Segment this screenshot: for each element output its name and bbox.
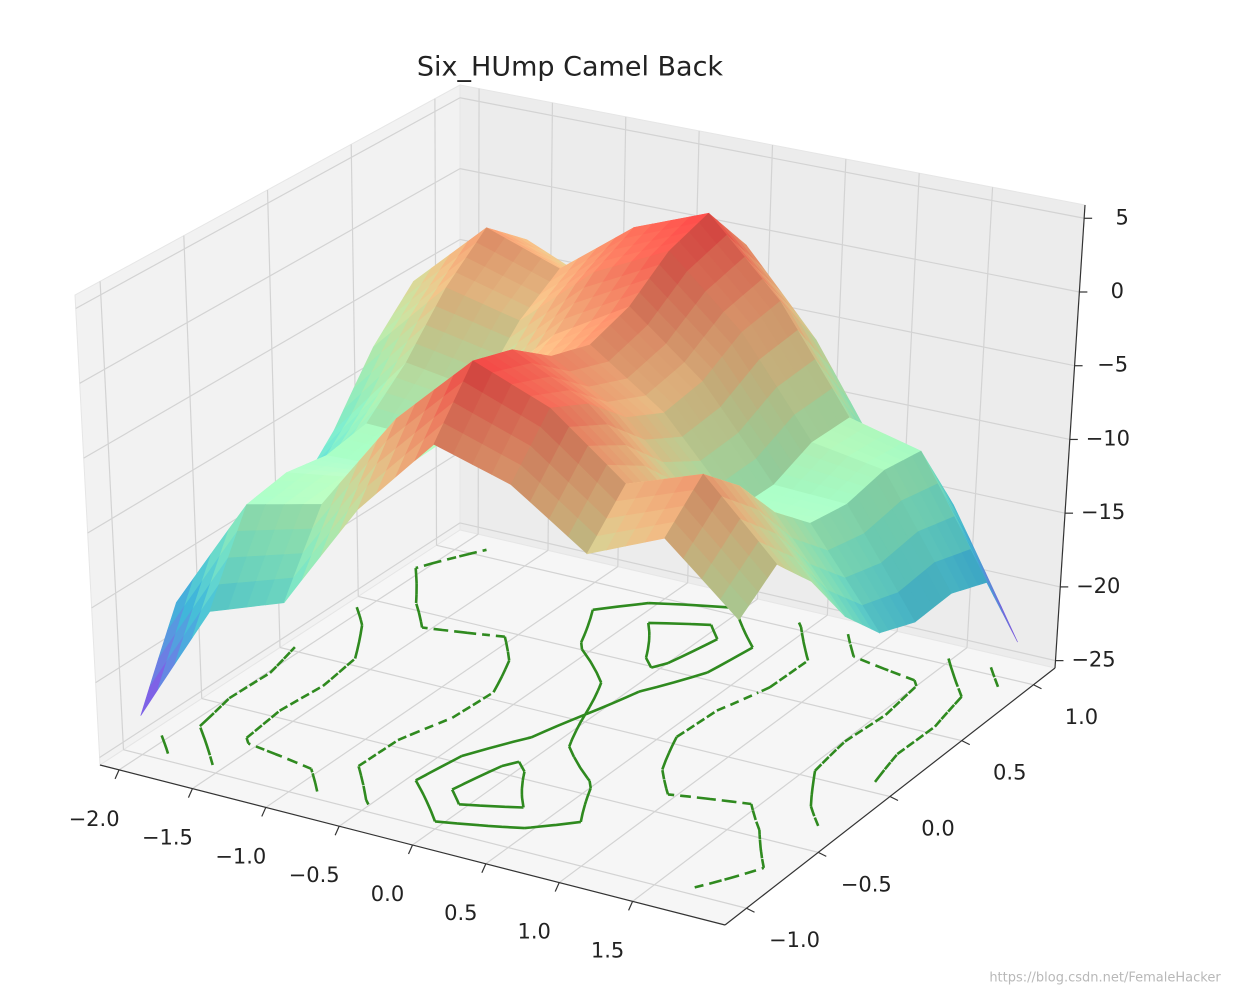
contour-line (198, 646, 963, 783)
x-tick-label: 1.5 (591, 938, 624, 962)
grid-line (459, 97, 1085, 219)
x-tick (628, 901, 634, 911)
y-tick (746, 907, 755, 913)
y-tick-label: 0.5 (993, 761, 1026, 785)
grid-line (79, 168, 461, 384)
z-tick-label: −25 (1071, 648, 1115, 672)
watermark: https://blog.csdn.net/FemaleHacker (989, 971, 1221, 986)
grid-line (99, 522, 461, 759)
grid-line (279, 646, 891, 798)
x-tick (481, 863, 487, 874)
chart-title: Six_HUmp Camel Back (417, 52, 724, 83)
x-tick-label: −1.5 (142, 826, 193, 850)
z-tick-label: −20 (1076, 574, 1120, 598)
y-tick-label: −0.5 (841, 872, 892, 896)
x-tick (554, 882, 560, 892)
y-tick (817, 851, 827, 857)
grid-line (99, 281, 125, 750)
x-tick (334, 825, 340, 836)
grid-line (123, 749, 747, 909)
x-tick (114, 769, 120, 780)
grid-line (83, 238, 461, 459)
grid-line (459, 168, 1080, 293)
z-tick-label: −10 (1086, 426, 1130, 450)
y-tick (889, 795, 899, 802)
y-tick-label: 1.0 (1065, 705, 1098, 729)
surface (140, 212, 1018, 716)
grid-line (201, 698, 819, 853)
contours (160, 548, 1000, 889)
z-tick-label: 5 (1115, 205, 1128, 229)
x-tick (187, 788, 193, 798)
y-tick (1033, 684, 1042, 690)
grid-line (75, 97, 461, 309)
y-tick-label: −1.0 (769, 928, 820, 952)
surface-patch (720, 584, 749, 621)
axes: −2.0 −1.5 −1.0 −0.5 0.0 0.5 1.0 1.5 −1.0 −0.5 0.0 0… (69, 204, 1130, 962)
z-tick-label: 0 (1111, 279, 1124, 303)
y-tick (961, 740, 971, 746)
contour-line (357, 548, 810, 889)
contour-line (160, 666, 1000, 754)
x-tick-label: 0.0 (371, 882, 404, 906)
x-tick (407, 844, 414, 855)
contour-line (414, 601, 754, 830)
z-tick-label: −15 (1081, 500, 1125, 524)
z-axis-line (1054, 204, 1086, 669)
x-tick-label: −1.0 (215, 844, 266, 868)
z-tick-label: −5 (1097, 353, 1128, 377)
x-tick (261, 807, 267, 817)
y-tick-label: 0.0 (921, 817, 954, 841)
x-tick-label: 1.0 (518, 920, 551, 944)
contour-line (450, 621, 719, 809)
grid-line (358, 595, 962, 742)
x-tick-label: −2.0 (69, 807, 120, 831)
grid-line (350, 144, 359, 597)
contour-line (245, 606, 918, 827)
x-tick-label: −0.5 (289, 863, 340, 887)
x-tick-label: 0.5 (444, 901, 477, 925)
